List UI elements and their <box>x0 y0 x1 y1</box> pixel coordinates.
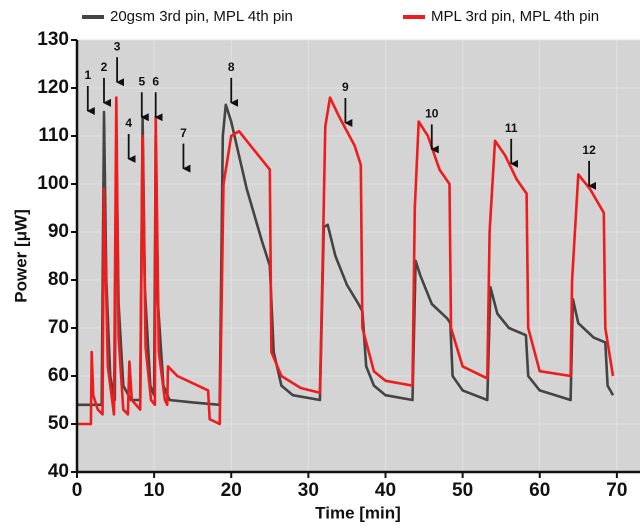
annotation-label: 12 <box>582 143 596 157</box>
x-tick-label: 40 <box>375 480 396 501</box>
annotation-label: 3 <box>114 39 121 53</box>
annotation-label: 4 <box>125 116 132 130</box>
y-tick-label: 110 <box>38 125 69 146</box>
legend-label: 20gsm 3rd pin, MPL 4th pin <box>110 8 293 25</box>
y-tick-label: 70 <box>48 317 69 338</box>
x-tick-label: 10 <box>144 480 165 501</box>
y-tick-label: 80 <box>48 269 69 290</box>
x-tick-label: 60 <box>529 480 550 501</box>
y-tick-label: 120 <box>37 77 69 98</box>
x-tick-label: 30 <box>298 480 319 501</box>
annotation-label: 10 <box>425 107 439 121</box>
legend-label: MPL 3rd pin, MPL 4th pin <box>431 8 599 25</box>
y-tick-label: 60 <box>48 365 69 386</box>
x-tick-label: 0 <box>72 480 83 501</box>
y-tick-label: 130 <box>37 29 69 50</box>
annotation-label: 2 <box>101 60 108 74</box>
series-line <box>77 96 615 426</box>
y-tick-label: 90 <box>48 221 69 242</box>
x-tick-label: 50 <box>452 480 473 501</box>
y-axis-label: Power [μW] <box>11 209 30 303</box>
annotation-label: 8 <box>228 60 235 74</box>
annotation-label: 6 <box>152 74 159 88</box>
plot-area <box>77 40 640 472</box>
x-tick-label: 20 <box>221 480 242 501</box>
y-tick-label: 100 <box>37 173 69 194</box>
x-tick-label: 70 <box>606 480 627 501</box>
annotation-label: 1 <box>84 68 91 82</box>
annotation-label: 7 <box>180 126 187 140</box>
annotation-label: 11 <box>505 121 518 135</box>
x-axis-label: Time [min] <box>315 503 401 522</box>
y-tick-label: 40 <box>48 461 69 482</box>
y-tick-label: 50 <box>48 413 69 434</box>
series-line <box>77 103 615 407</box>
annotation-label: 5 <box>138 74 145 88</box>
annotation-label: 9 <box>342 80 349 94</box>
